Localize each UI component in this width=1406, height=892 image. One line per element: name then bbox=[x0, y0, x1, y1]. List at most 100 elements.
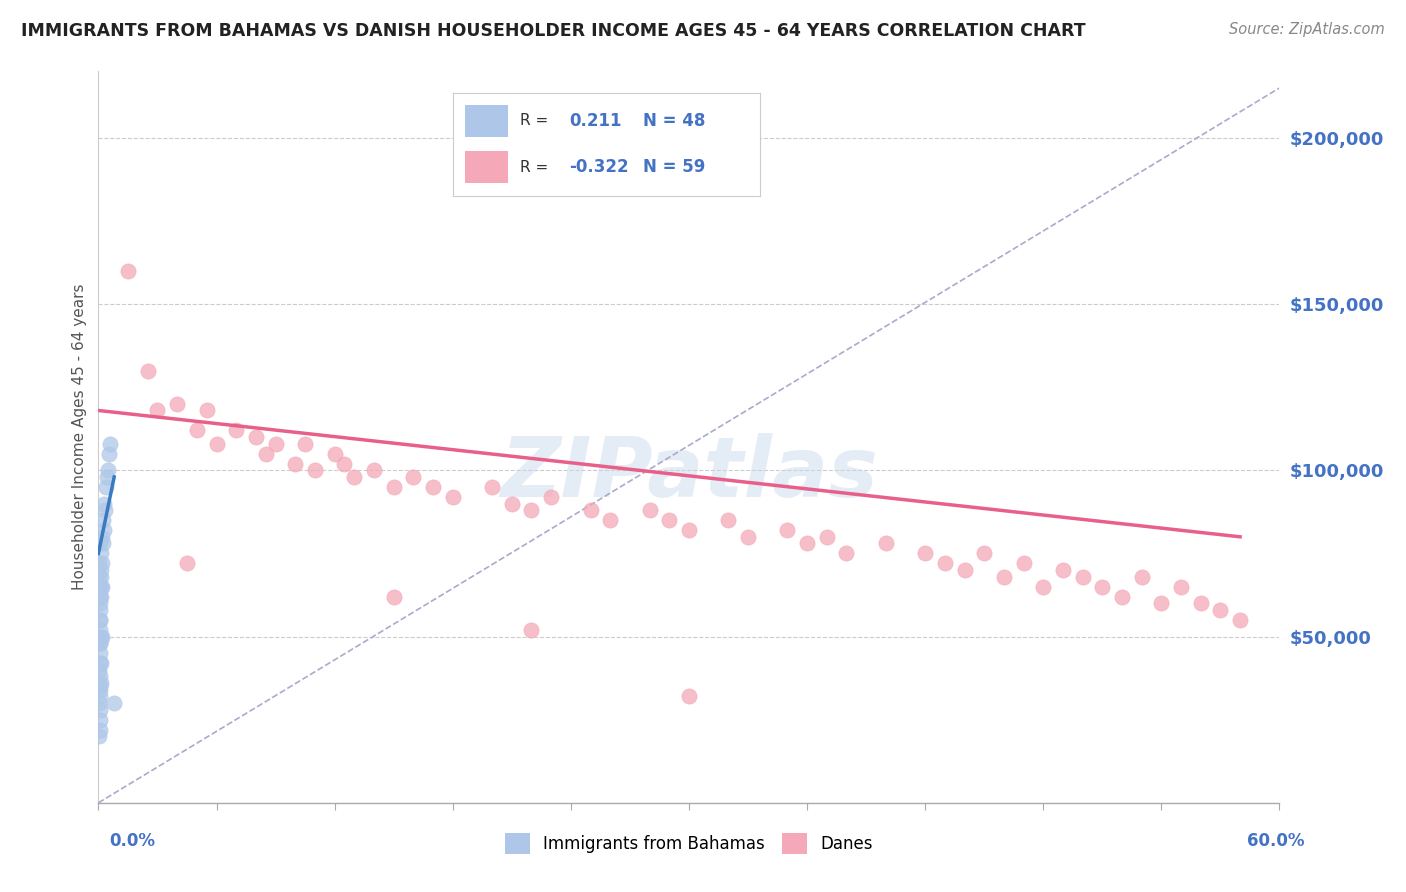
Point bbox=[91, 630, 114, 644]
Point bbox=[89, 696, 111, 710]
Point bbox=[89, 557, 111, 571]
Point bbox=[89, 613, 111, 627]
Point bbox=[89, 590, 111, 604]
Point bbox=[94, 503, 117, 517]
Point bbox=[717, 513, 740, 527]
Point bbox=[225, 424, 247, 438]
Point bbox=[117, 264, 139, 278]
Point bbox=[520, 503, 543, 517]
Point bbox=[89, 646, 111, 660]
Point bbox=[90, 656, 112, 670]
Point bbox=[89, 680, 111, 694]
Point bbox=[89, 656, 111, 670]
Point bbox=[93, 497, 115, 511]
Point bbox=[90, 630, 112, 644]
Point bbox=[1032, 580, 1054, 594]
Y-axis label: Householder Income Ages 45 - 64 years: Householder Income Ages 45 - 64 years bbox=[72, 284, 87, 591]
Point bbox=[136, 363, 159, 377]
Point bbox=[658, 513, 681, 527]
Point bbox=[934, 557, 956, 571]
Point bbox=[90, 580, 112, 594]
Point bbox=[993, 570, 1015, 584]
Point bbox=[441, 490, 464, 504]
Point bbox=[1209, 603, 1232, 617]
Point bbox=[89, 623, 111, 637]
Point bbox=[953, 563, 976, 577]
Text: IMMIGRANTS FROM BAHAMAS VS DANISH HOUSEHOLDER INCOME AGES 45 - 64 YEARS CORRELAT: IMMIGRANTS FROM BAHAMAS VS DANISH HOUSEH… bbox=[21, 22, 1085, 40]
Point bbox=[89, 723, 111, 737]
Point bbox=[835, 546, 858, 560]
Text: Source: ZipAtlas.com: Source: ZipAtlas.com bbox=[1229, 22, 1385, 37]
Point bbox=[875, 536, 897, 550]
Point bbox=[579, 503, 602, 517]
Point bbox=[89, 613, 111, 627]
Point bbox=[89, 713, 111, 727]
Point bbox=[91, 580, 114, 594]
Point bbox=[103, 696, 125, 710]
Point bbox=[1012, 557, 1035, 571]
Point bbox=[422, 480, 444, 494]
Point bbox=[176, 557, 198, 571]
Point bbox=[599, 513, 621, 527]
Point bbox=[264, 436, 287, 450]
Point bbox=[89, 536, 111, 550]
Point bbox=[96, 470, 118, 484]
Point bbox=[98, 447, 121, 461]
Point bbox=[304, 463, 326, 477]
Point bbox=[89, 636, 111, 650]
Text: ZIPatlas: ZIPatlas bbox=[501, 434, 877, 514]
Point bbox=[1189, 596, 1212, 610]
Point bbox=[89, 669, 111, 683]
Point bbox=[89, 630, 111, 644]
Point bbox=[1091, 580, 1114, 594]
Legend: Immigrants from Bahamas, Danes: Immigrants from Bahamas, Danes bbox=[499, 827, 879, 860]
Point bbox=[90, 590, 112, 604]
Point bbox=[796, 536, 818, 550]
Point bbox=[254, 447, 277, 461]
Point bbox=[93, 536, 115, 550]
Point bbox=[402, 470, 425, 484]
Point bbox=[89, 580, 111, 594]
Point bbox=[91, 557, 114, 571]
Point bbox=[89, 703, 111, 717]
Point bbox=[737, 530, 759, 544]
Point bbox=[382, 480, 405, 494]
Point bbox=[90, 563, 112, 577]
Point bbox=[89, 596, 111, 610]
Point bbox=[90, 546, 112, 560]
Point bbox=[815, 530, 838, 544]
Point bbox=[90, 570, 112, 584]
Point bbox=[89, 603, 111, 617]
Point bbox=[1052, 563, 1074, 577]
Point bbox=[1150, 596, 1173, 610]
Point bbox=[1130, 570, 1153, 584]
Point bbox=[93, 513, 115, 527]
Point bbox=[89, 729, 111, 743]
Point bbox=[186, 424, 208, 438]
Text: 0.0%: 0.0% bbox=[110, 831, 156, 849]
Point bbox=[89, 636, 111, 650]
Point bbox=[284, 457, 307, 471]
Point bbox=[520, 623, 543, 637]
Point bbox=[96, 480, 118, 494]
Point bbox=[1170, 580, 1192, 594]
Point bbox=[1071, 570, 1094, 584]
Point bbox=[501, 497, 523, 511]
Point bbox=[294, 436, 316, 450]
Point bbox=[89, 682, 111, 697]
Point bbox=[89, 690, 111, 704]
Point bbox=[363, 463, 385, 477]
Point bbox=[89, 663, 111, 677]
Point bbox=[1111, 590, 1133, 604]
Text: 60.0%: 60.0% bbox=[1247, 831, 1305, 849]
Point bbox=[343, 470, 366, 484]
Point bbox=[638, 503, 661, 517]
Point bbox=[776, 523, 799, 537]
Point bbox=[98, 436, 121, 450]
Point bbox=[166, 397, 188, 411]
Point bbox=[91, 530, 114, 544]
Point bbox=[1229, 613, 1251, 627]
Point bbox=[333, 457, 356, 471]
Point bbox=[678, 690, 700, 704]
Point bbox=[973, 546, 995, 560]
